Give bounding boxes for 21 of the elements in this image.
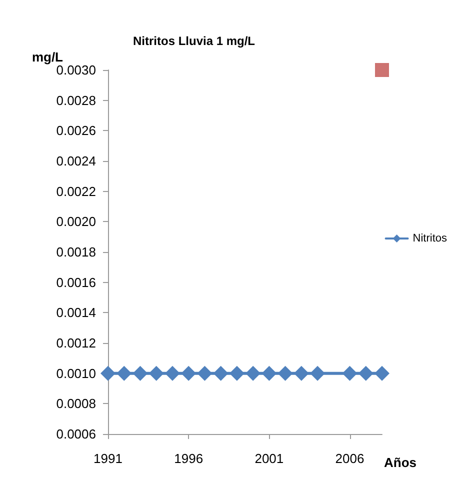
y-tick-label: 0.0006 (56, 426, 96, 442)
y-tick-label: 0.0008 (56, 396, 96, 412)
y-tick-label: 0.0026 (56, 123, 96, 138)
y-tick-label: 0.0030 (56, 62, 96, 78)
x-tick-label: 2006 (335, 451, 364, 466)
chart-title: Nitritos Lluvia 1 mg/L (133, 34, 256, 48)
y-tick-label: 0.0024 (56, 154, 96, 168)
y-tick-label: 0.0010 (56, 366, 96, 381)
y-tick-label: 0.0018 (56, 244, 96, 260)
x-tick-label: 1991 (94, 451, 122, 466)
y-tick-label: 0.0016 (56, 274, 96, 290)
y-tick-label: 0.0012 (56, 336, 96, 350)
y-axis-title: mg/L (32, 50, 64, 65)
legend-label: Nitritos (412, 232, 448, 244)
x-tick-label: 2001 (254, 451, 284, 466)
x-axis-title: Años (384, 455, 416, 470)
y-tick-label: 0.0022 (56, 184, 96, 199)
x-tick-label: 1996 (174, 451, 204, 466)
y-tick-label: 0.0028 (56, 92, 96, 108)
y-tick-label: 0.0014 (56, 305, 96, 320)
y-tick-label: 0.0020 (56, 214, 96, 230)
